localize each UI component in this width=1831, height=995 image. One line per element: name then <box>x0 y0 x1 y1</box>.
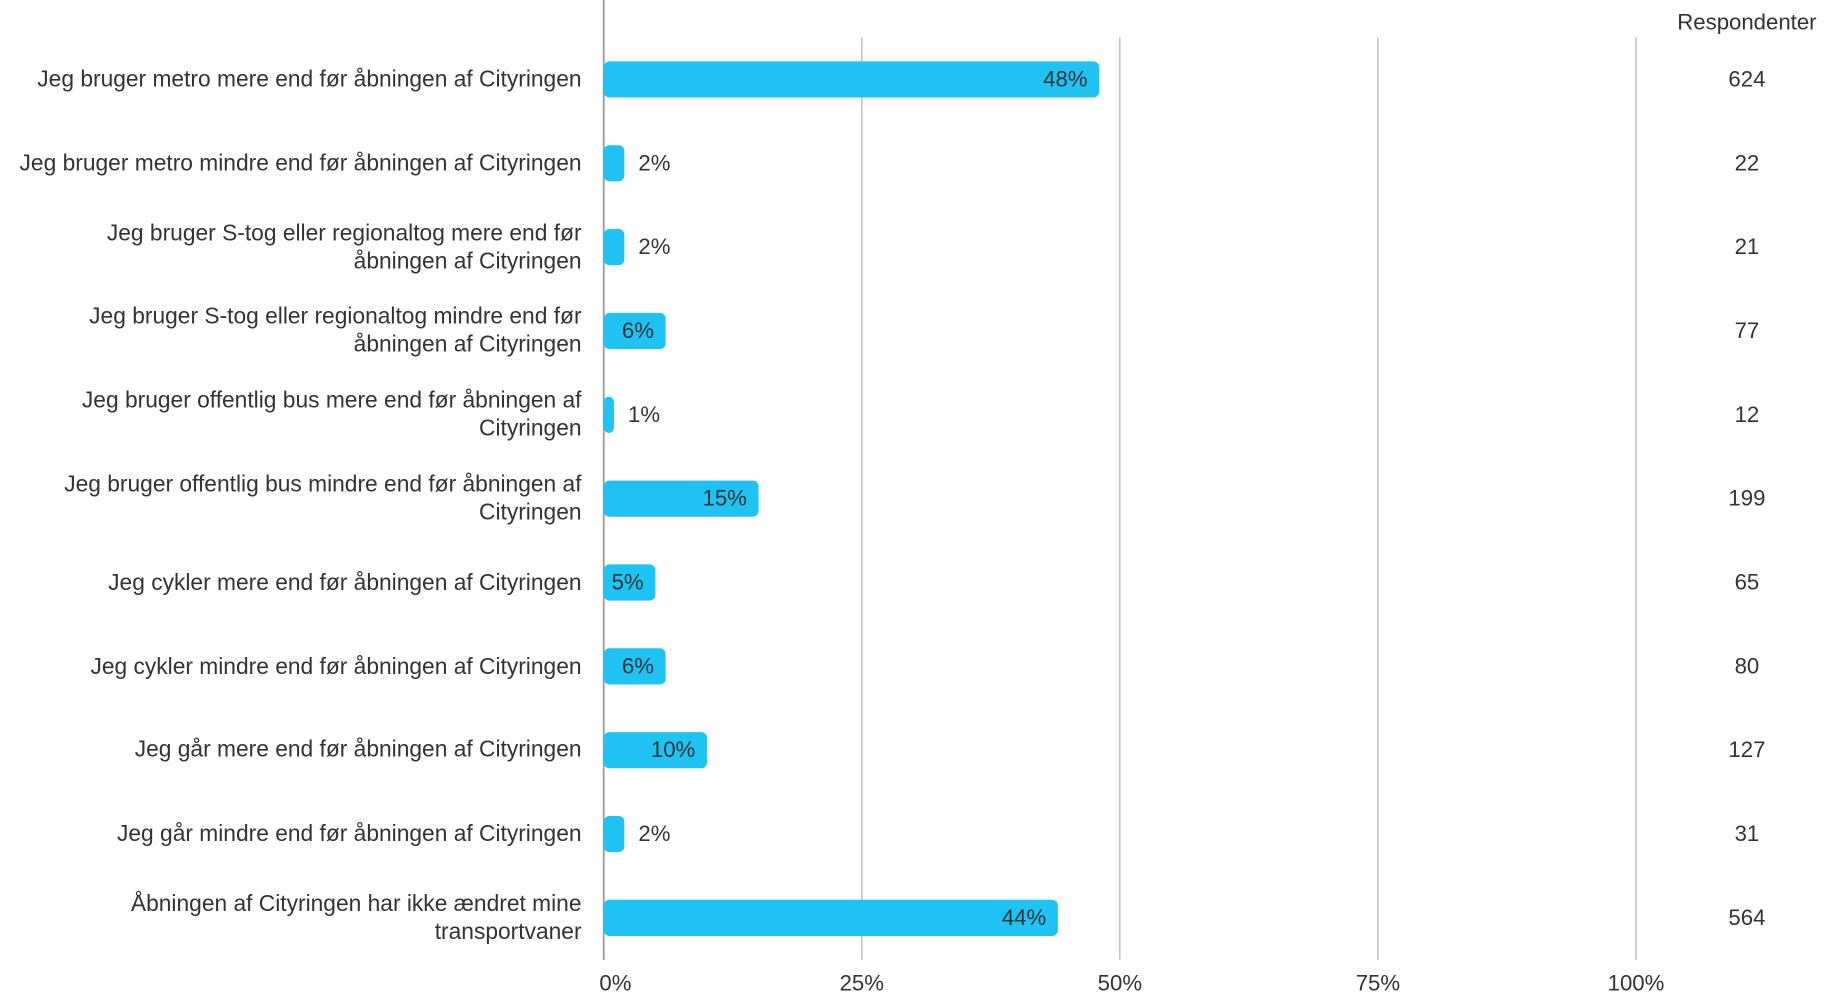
respondents-value: 77 <box>1735 318 1760 343</box>
bar <box>603 648 666 685</box>
respondents-value: 127 <box>1728 737 1765 762</box>
respondents-value: 80 <box>1735 653 1760 678</box>
category-label: Jeg går mindre end før åbningen af Cityr… <box>116 821 582 847</box>
value-label: 15% <box>702 486 746 511</box>
value-label: 1% <box>628 402 660 427</box>
value-label: 48% <box>1043 66 1087 91</box>
value-label: 2% <box>638 821 670 846</box>
bar <box>603 732 707 769</box>
category-label-box: Jeg bruger metro mindre end før åbningen… <box>19 150 582 177</box>
respondents-value: 12 <box>1735 402 1760 427</box>
category-label-box: Jeg cykler mindre end før åbningen af Ci… <box>90 653 582 680</box>
bar <box>603 815 625 853</box>
bar <box>603 899 1058 936</box>
category-label: Jeg cykler mindre end før åbningen af Ci… <box>90 653 582 680</box>
bar <box>603 145 625 182</box>
category-label: Åbningen af Cityringen har ikke ændret m… <box>130 891 582 945</box>
value-label: 10% <box>651 737 695 762</box>
category-label: Jeg bruger offentlig bus mere end før åb… <box>81 387 582 442</box>
bar <box>603 229 625 266</box>
respondents-value: 31 <box>1735 821 1760 846</box>
value-label: 6% <box>622 318 654 343</box>
value-label: 5% <box>612 570 644 595</box>
category-label: Jeg cykler mere end før åbningen af City… <box>108 569 582 596</box>
bar <box>603 480 759 517</box>
category-label: Jeg bruger metro mere end før åbningen a… <box>37 66 582 93</box>
respondents-value: 564 <box>1728 905 1765 930</box>
value-label: 44% <box>1002 905 1046 930</box>
category-label: Jeg bruger metro mindre end før åbningen… <box>19 150 582 177</box>
category-label: Jeg bruger S-tog eller regionaltog mindr… <box>89 304 582 358</box>
category-label-box: Jeg bruger S-tog eller regionaltog mere … <box>106 220 582 274</box>
respondents-value: 65 <box>1735 570 1760 595</box>
category-label-box: Jeg bruger S-tog eller regionaltog mindr… <box>89 304 582 358</box>
value-label: 6% <box>622 653 654 678</box>
category-label: Jeg bruger offentlig bus mindre end før … <box>64 471 582 526</box>
category-label-box: Jeg bruger metro mere end før åbningen a… <box>37 66 582 93</box>
respondents-value: 624 <box>1728 66 1765 91</box>
bar <box>603 396 615 433</box>
x-tick-label: 75% <box>1356 970 1400 995</box>
category-label: Jeg bruger S-tog eller regionaltog mere … <box>106 220 582 274</box>
x-tick-label: 100% <box>1608 970 1665 995</box>
value-label: 2% <box>638 150 670 175</box>
category-label-box: Jeg går mindre end før åbningen af Cityr… <box>116 821 582 847</box>
category-label-box: Jeg går mere end før åbningen af Cityrin… <box>134 737 582 764</box>
category-label-box: Jeg bruger offentlig bus mindre end før … <box>64 471 582 526</box>
x-tick-label: 0% <box>599 970 631 995</box>
category-label-box: Jeg cykler mere end før åbningen af City… <box>108 569 582 596</box>
value-label: 2% <box>638 234 670 259</box>
respondents-value: 22 <box>1735 150 1760 175</box>
category-label-box: Åbningen af Cityringen har ikke ændret m… <box>130 891 582 945</box>
bar <box>603 61 1100 98</box>
bar <box>603 564 656 601</box>
x-tick-label: 25% <box>840 970 884 995</box>
respondents-value: 199 <box>1728 486 1765 511</box>
x-tick-label: 50% <box>1098 970 1142 995</box>
bar <box>603 312 666 350</box>
category-label-box: Jeg bruger offentlig bus mere end før åb… <box>81 387 582 442</box>
category-label: Jeg går mere end før åbningen af Cityrin… <box>134 737 582 764</box>
respondents-value: 21 <box>1735 234 1760 259</box>
respondents-title: Respondenter <box>1677 9 1817 34</box>
